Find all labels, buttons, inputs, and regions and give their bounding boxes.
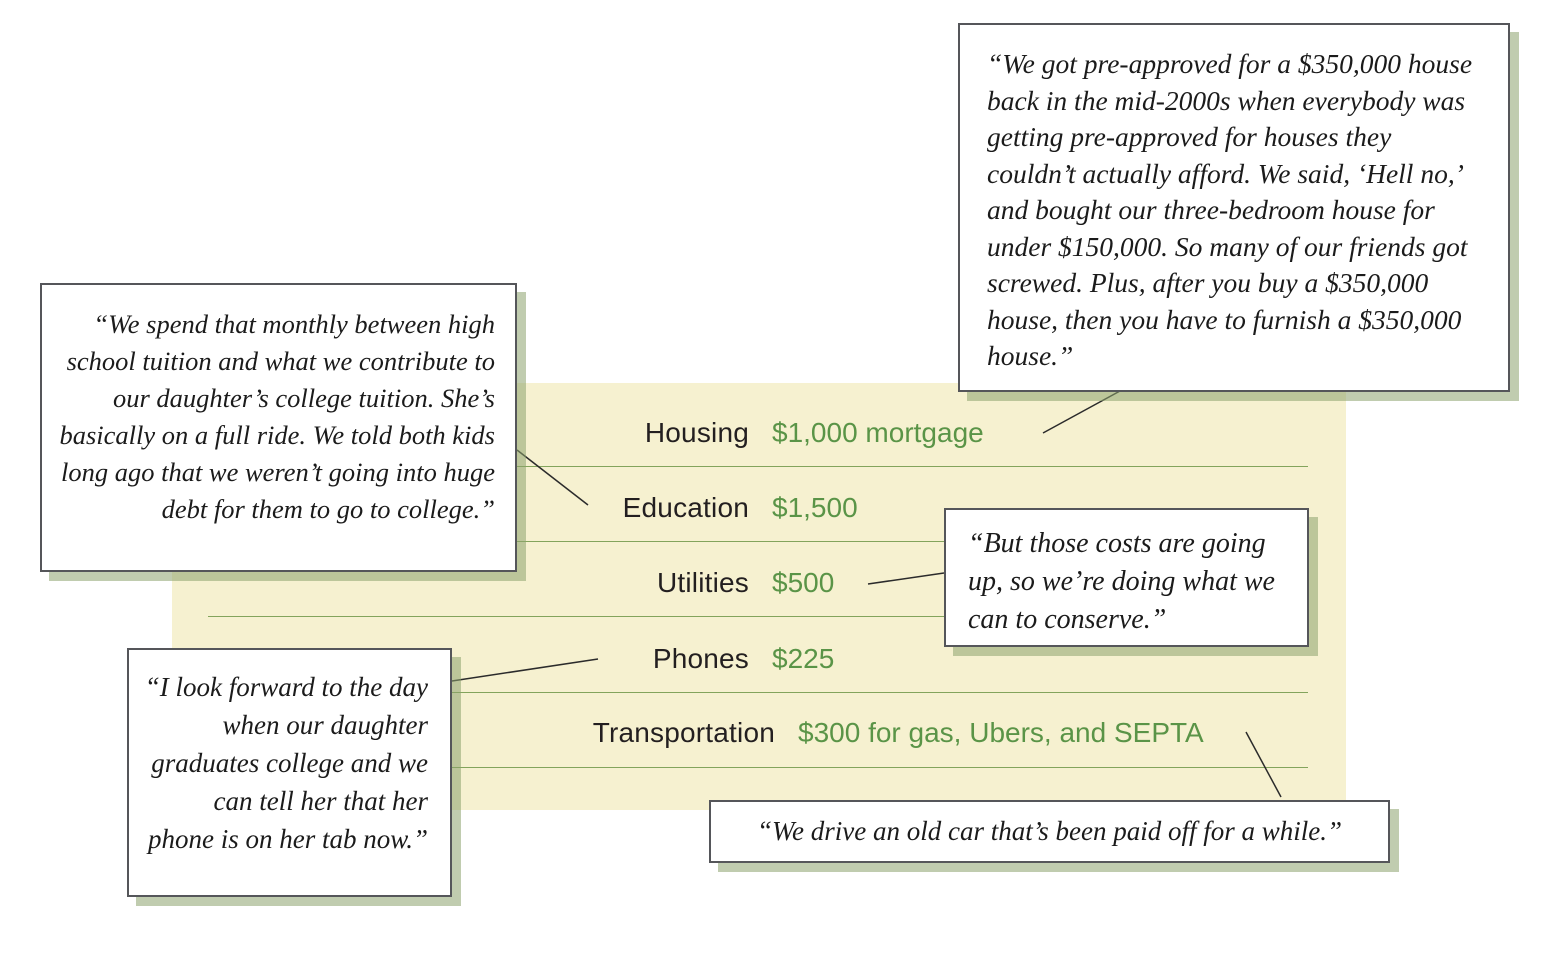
- callout-transportation-quote: “We drive an old car that’s been paid of…: [709, 800, 1390, 863]
- budget-amount-value: $500: [772, 567, 835, 598]
- budget-row-housing: Housing $1,000 mortgage: [172, 413, 984, 453]
- callout-phones-quote: “I look forward to the day when our daug…: [127, 648, 452, 897]
- budget-category-label: Education: [622, 492, 749, 523]
- budget-category-label: Housing: [644, 417, 749, 448]
- budget-category-label: Phones: [652, 643, 749, 674]
- callout-utilities-quote: “But those costs are going up, so we’re …: [944, 508, 1309, 647]
- budget-row-transportation: Transportation $300 for gas, Ubers, and …: [198, 713, 1204, 753]
- callout-housing-quote: “We got pre-approved for a $350,000 hous…: [958, 23, 1510, 392]
- row-divider: [208, 692, 1308, 693]
- budget-category-label: Utilities: [656, 567, 749, 598]
- budget-amount-value: $225: [772, 643, 835, 674]
- callout-education-quote: “We spend that monthly between high scho…: [40, 283, 517, 572]
- row-divider: [208, 616, 1308, 617]
- row-divider: [208, 466, 1308, 467]
- budget-amount-value: $1,500: [772, 492, 858, 523]
- row-divider: [208, 767, 1308, 768]
- row-divider: [208, 541, 1308, 542]
- budget-amount-value: $1,000 mortgage: [772, 417, 984, 448]
- budget-row-education: Education $1,500: [172, 488, 858, 528]
- budget-row-phones: Phones $225: [172, 639, 834, 679]
- budget-row-utilities: Utilities $500: [172, 563, 834, 603]
- budget-amount-value: $300 for gas, Ubers, and SEPTA: [798, 717, 1204, 748]
- budget-category-label: Transportation: [592, 717, 775, 748]
